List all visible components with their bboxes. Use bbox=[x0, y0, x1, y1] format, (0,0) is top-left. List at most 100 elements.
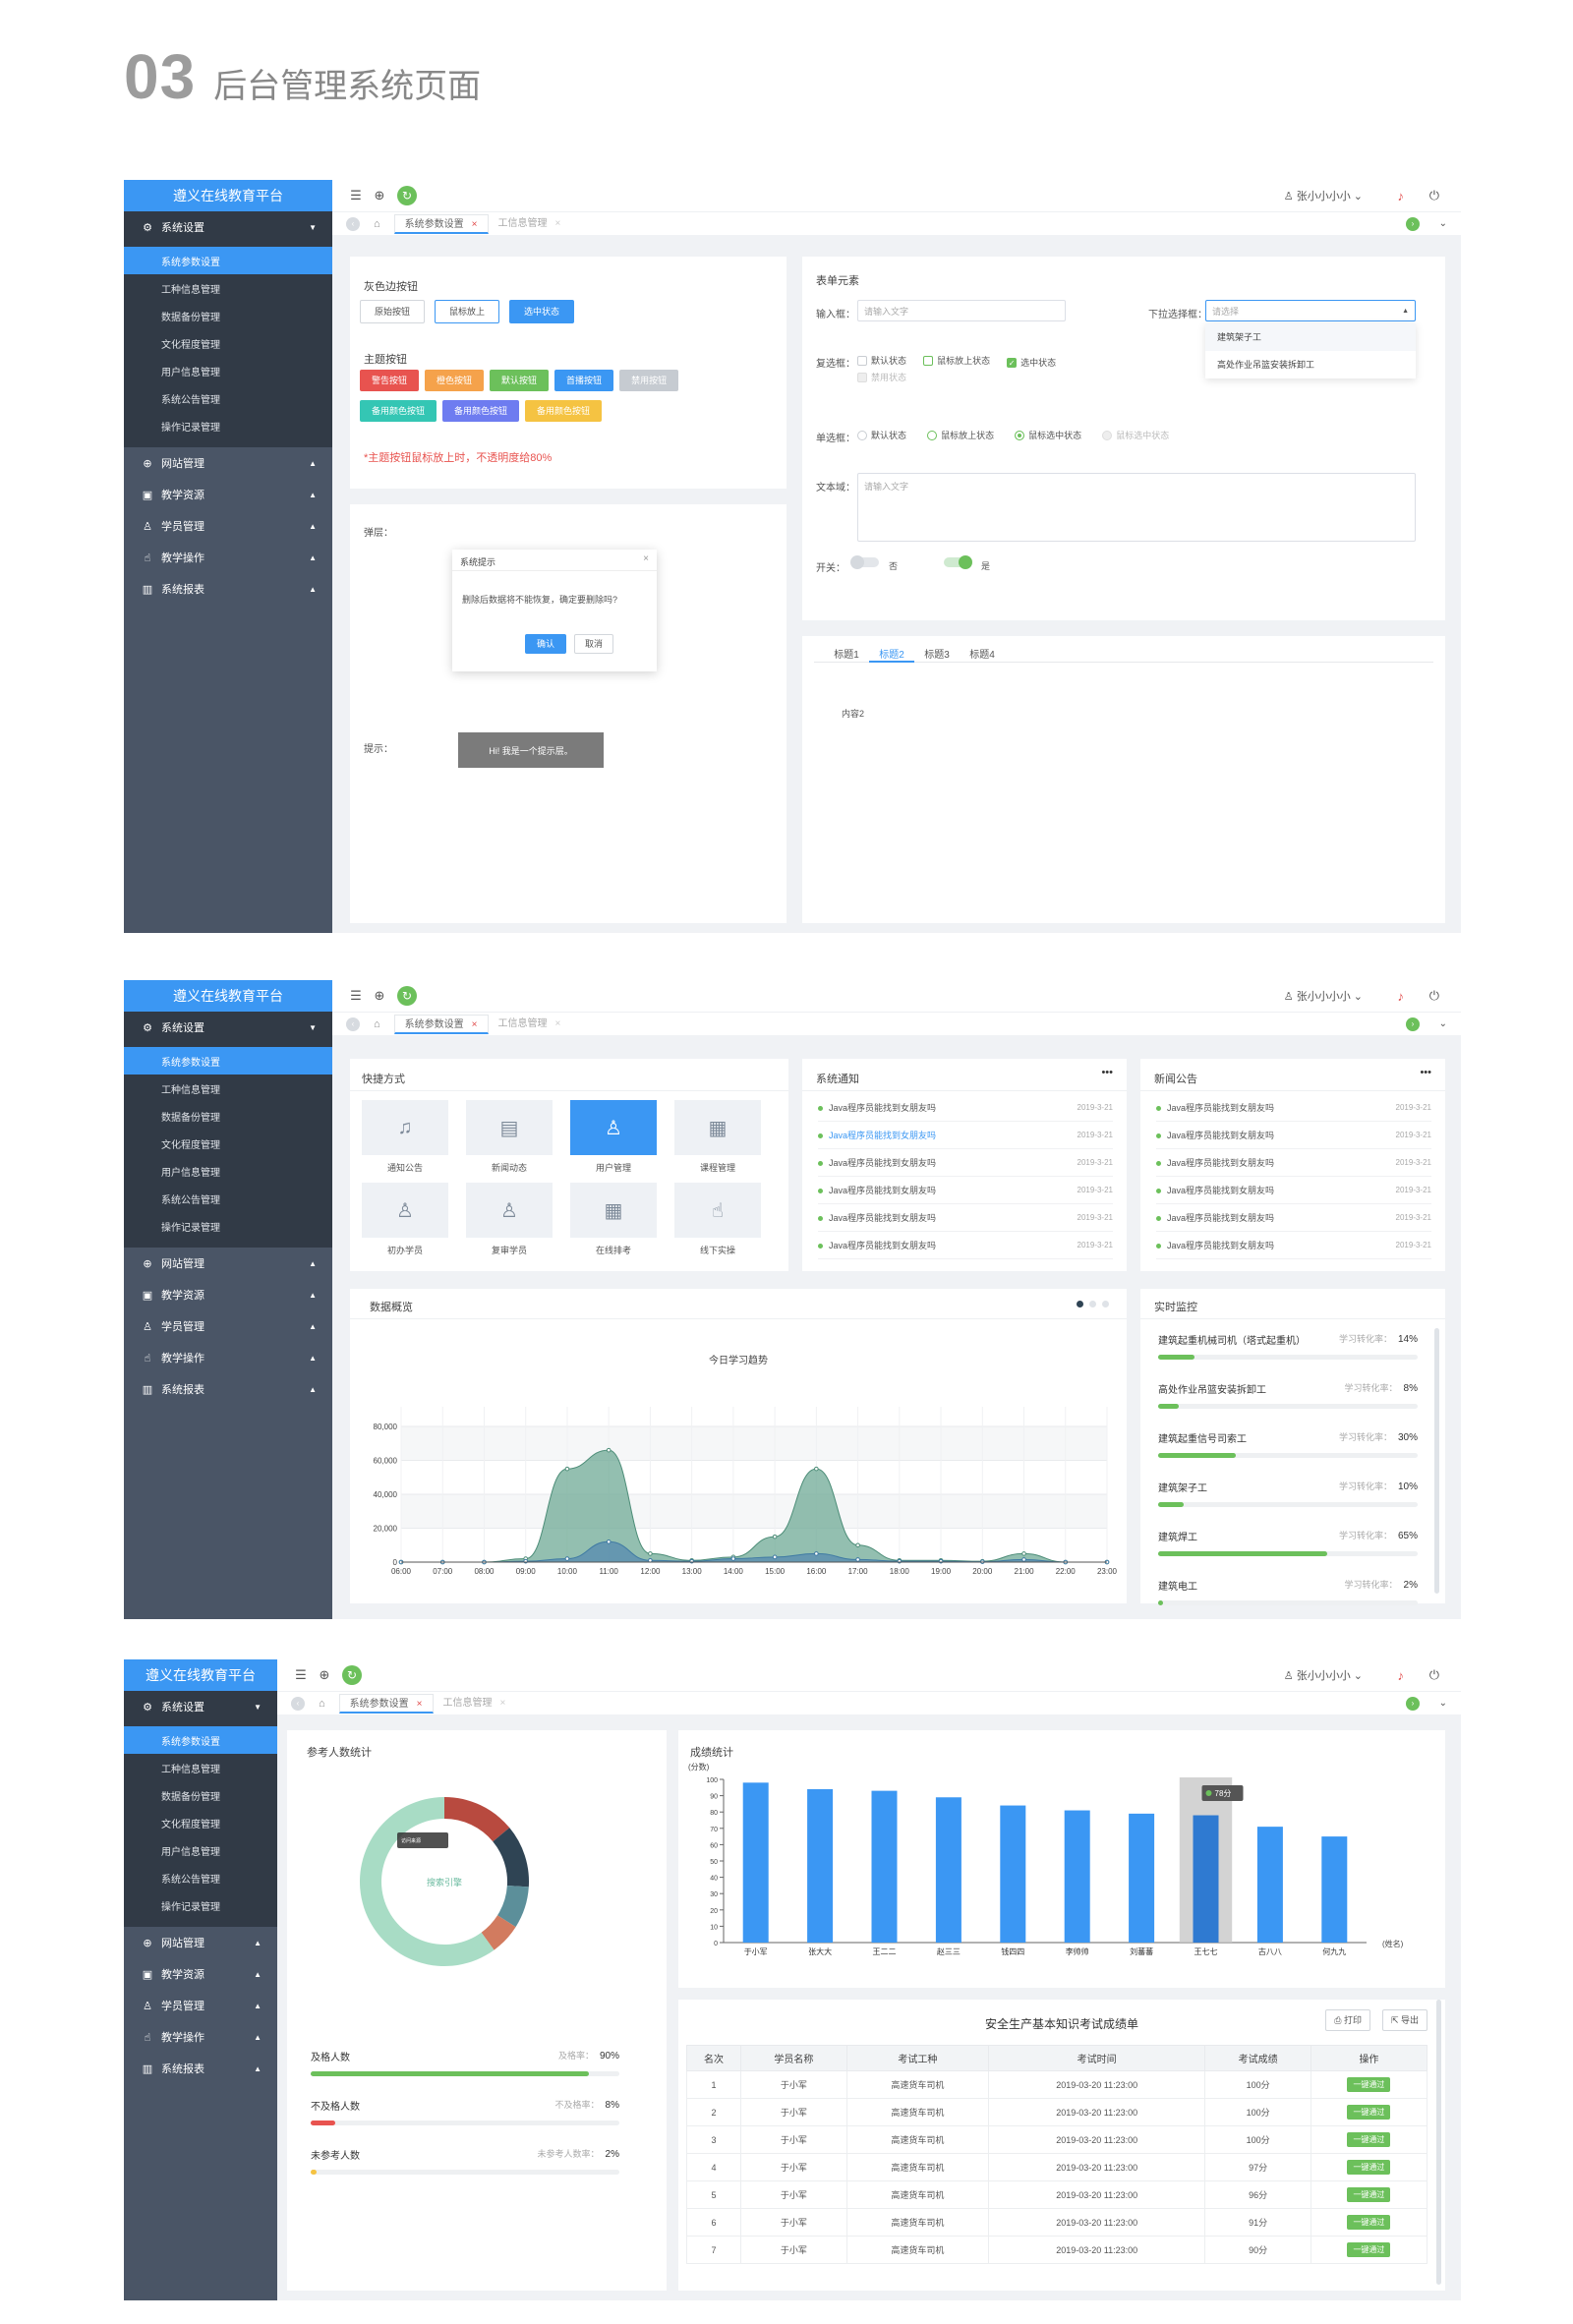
shortcut-4[interactable]: ▦ 课程管理 bbox=[674, 1100, 761, 1173]
bar[interactable] bbox=[871, 1790, 898, 1943]
donut-slice[interactable] bbox=[444, 1797, 510, 1842]
column-header[interactable]: 操作 bbox=[1310, 2045, 1428, 2071]
column-header[interactable]: 考试时间 bbox=[988, 2045, 1206, 2071]
nav-sub-item[interactable]: 系统参数设置 bbox=[124, 247, 332, 274]
news-more-icon[interactable]: ••• bbox=[1420, 1067, 1431, 1078]
shortcut-1[interactable]: ♫ 通知公告 bbox=[362, 1100, 448, 1173]
refresh-icon[interactable]: ↻ bbox=[397, 986, 417, 1006]
select-dropdown[interactable]: 请选择 ▲ bbox=[1205, 300, 1416, 321]
list-item[interactable]: Java程序员能找到女朋友吗 2019-3-21 bbox=[818, 1204, 1113, 1232]
nav-sub-item[interactable]: 数据备份管理 bbox=[161, 312, 220, 323]
donut-slice[interactable] bbox=[481, 1915, 516, 1950]
text-input[interactable]: 请输入文字 bbox=[857, 300, 1066, 321]
approve-button[interactable]: 一键通过 bbox=[1347, 2187, 1391, 2202]
nav-group-3[interactable]: ▣ 教学资源 ▲ bbox=[124, 479, 332, 510]
double-chevron-down-icon[interactable]: ⌄ bbox=[1438, 218, 1447, 229]
shortcut-3[interactable]: ♙ 用户管理 bbox=[570, 1100, 657, 1173]
nav-group-5[interactable]: ☝ 教学操作 ▲ bbox=[124, 542, 332, 573]
bar[interactable] bbox=[935, 1797, 961, 1943]
nav-sub-item[interactable]: 数据备份管理 bbox=[161, 1112, 220, 1124]
power-icon[interactable]: ⏻ bbox=[1428, 988, 1439, 1003]
forward-icon[interactable]: › bbox=[1406, 216, 1420, 231]
checkbox-default[interactable]: 默认状态 bbox=[857, 354, 906, 367]
home-icon[interactable]: ⌂ bbox=[374, 217, 380, 230]
nav-sub-item[interactable]: 系统公告管理 bbox=[161, 1194, 220, 1206]
tab-system-params[interactable]: 系统参数设置 × bbox=[393, 213, 489, 234]
nav-group-1[interactable]: ⚙ 系统设置 ▼ bbox=[124, 211, 332, 243]
data-point[interactable] bbox=[772, 1534, 778, 1540]
double-chevron-down-icon[interactable]: ⌄ bbox=[1438, 1018, 1447, 1029]
nav-sub-item[interactable]: 系统公告管理 bbox=[161, 394, 220, 406]
data-point[interactable] bbox=[564, 1466, 570, 1472]
column-header[interactable]: 考试工种 bbox=[845, 2045, 990, 2071]
shortcut-5[interactable]: ♙ 初办学员 bbox=[362, 1183, 448, 1255]
refresh-icon[interactable]: ↻ bbox=[397, 186, 417, 205]
data-point[interactable] bbox=[1021, 1557, 1026, 1562]
nav-group-1[interactable]: ⚙ 系统设置 ▼ bbox=[124, 1691, 277, 1722]
menu-toggle-icon[interactable]: ☰ bbox=[350, 988, 362, 1003]
donut-slice[interactable] bbox=[497, 1886, 529, 1928]
theme-button[interactable]: 备用颜色按钮 bbox=[442, 400, 520, 422]
dialog-ok-button[interactable]: 确认 bbox=[525, 634, 567, 654]
list-item[interactable]: Java程序员能找到女朋友吗 2019-3-21 bbox=[1156, 1177, 1431, 1204]
selected-button[interactable]: 选中状态 bbox=[509, 300, 575, 323]
list-item[interactable]: Java程序员能找到女朋友吗 2019-3-21 bbox=[818, 1177, 1113, 1204]
nav-sub-item[interactable]: 文化程度管理 bbox=[161, 339, 220, 351]
nav-sub-item[interactable]: 系统公告管理 bbox=[161, 1874, 220, 1886]
bar[interactable] bbox=[1064, 1810, 1090, 1943]
data-point[interactable] bbox=[648, 1551, 653, 1556]
forward-icon[interactable]: › bbox=[1406, 1696, 1420, 1711]
close-icon[interactable]: × bbox=[499, 1697, 506, 1709]
approve-button[interactable]: 一键通过 bbox=[1347, 2160, 1391, 2175]
user-menu[interactable]: ♙ 张小小小小 ⌄ bbox=[1284, 988, 1363, 1004]
back-icon[interactable]: ‹ bbox=[291, 1696, 305, 1711]
nav-sub-item[interactable]: 操作记录管理 bbox=[161, 1222, 220, 1234]
data-point[interactable] bbox=[606, 1447, 612, 1453]
shortcut-6[interactable]: ♙ 复审学员 bbox=[466, 1183, 553, 1255]
globe-icon[interactable]: ⊕ bbox=[319, 1667, 330, 1682]
close-icon[interactable]: × bbox=[416, 1698, 423, 1710]
column-header[interactable]: 考试成绩 bbox=[1204, 2045, 1311, 2071]
list-item[interactable]: Java程序员能找到女朋友吗 2019-3-21 bbox=[1156, 1232, 1431, 1259]
list-item[interactable]: Java程序员能找到女朋友吗 2019-3-21 bbox=[1156, 1149, 1431, 1177]
select-option[interactable]: 高处作业吊篮安装拆卸工 bbox=[1217, 360, 1315, 370]
nav-sub-item[interactable]: 操作记录管理 bbox=[161, 1901, 220, 1913]
bar[interactable] bbox=[742, 1782, 769, 1943]
title-tab-3[interactable]: 标题3 bbox=[924, 650, 950, 661]
radio-selected[interactable]: 鼠标选中状态 bbox=[1015, 429, 1081, 441]
bell-icon[interactable]: ♪ bbox=[1397, 1667, 1405, 1683]
nav-sub-item[interactable]: 用户信息管理 bbox=[161, 1846, 220, 1858]
nav-sub-item[interactable]: 操作记录管理 bbox=[161, 422, 220, 434]
nav-group-1[interactable]: ⚙ 系统设置 ▼ bbox=[124, 1012, 332, 1043]
switch-on[interactable] bbox=[944, 555, 972, 569]
approve-button[interactable]: 一键通过 bbox=[1347, 2242, 1391, 2257]
bar[interactable] bbox=[1256, 1827, 1283, 1943]
data-point[interactable] bbox=[855, 1557, 860, 1562]
nav-sub-item[interactable]: 数据备份管理 bbox=[161, 1791, 220, 1803]
forward-icon[interactable]: › bbox=[1406, 1017, 1420, 1031]
nav-sub-item[interactable]: 工种信息管理 bbox=[161, 284, 220, 296]
theme-button[interactable]: 备用颜色按钮 bbox=[360, 400, 437, 422]
close-icon[interactable]: × bbox=[554, 1017, 561, 1029]
approve-button[interactable]: 一键通过 bbox=[1347, 2132, 1391, 2147]
select-option[interactable]: 建筑架子工 bbox=[1205, 323, 1416, 351]
nav-sub-item[interactable]: 工种信息管理 bbox=[161, 1084, 220, 1096]
nav-group-2[interactable]: ⊕ 网站管理 ▲ bbox=[124, 1927, 277, 1958]
theme-button[interactable]: 首播按钮 bbox=[554, 370, 614, 391]
nav-sub-item[interactable]: 系统参数设置 bbox=[124, 1047, 332, 1075]
refresh-icon[interactable]: ↻ bbox=[342, 1665, 362, 1685]
globe-icon[interactable]: ⊕ bbox=[374, 988, 385, 1003]
power-icon[interactable]: ⏻ bbox=[1428, 188, 1439, 203]
list-item[interactable]: Java程序员能找到女朋友吗 2019-3-21 bbox=[818, 1149, 1113, 1177]
bar[interactable] bbox=[807, 1788, 834, 1943]
close-icon[interactable]: × bbox=[471, 218, 478, 230]
notice-more-icon[interactable]: ••• bbox=[1101, 1067, 1113, 1078]
nav-sub-item[interactable]: 工种信息管理 bbox=[161, 1764, 220, 1775]
back-icon[interactable]: ‹ bbox=[346, 216, 360, 231]
list-item[interactable]: Java程序员能找到女朋友吗 2019-3-21 bbox=[818, 1094, 1113, 1122]
donut-slice[interactable] bbox=[359, 1797, 495, 1966]
nav-group-6[interactable]: ▥ 系统报表 ▲ bbox=[124, 573, 332, 605]
power-icon[interactable]: ⏻ bbox=[1428, 1667, 1439, 1682]
theme-button[interactable]: 禁用按钮 bbox=[619, 370, 679, 391]
home-icon[interactable]: ⌂ bbox=[319, 1697, 325, 1710]
